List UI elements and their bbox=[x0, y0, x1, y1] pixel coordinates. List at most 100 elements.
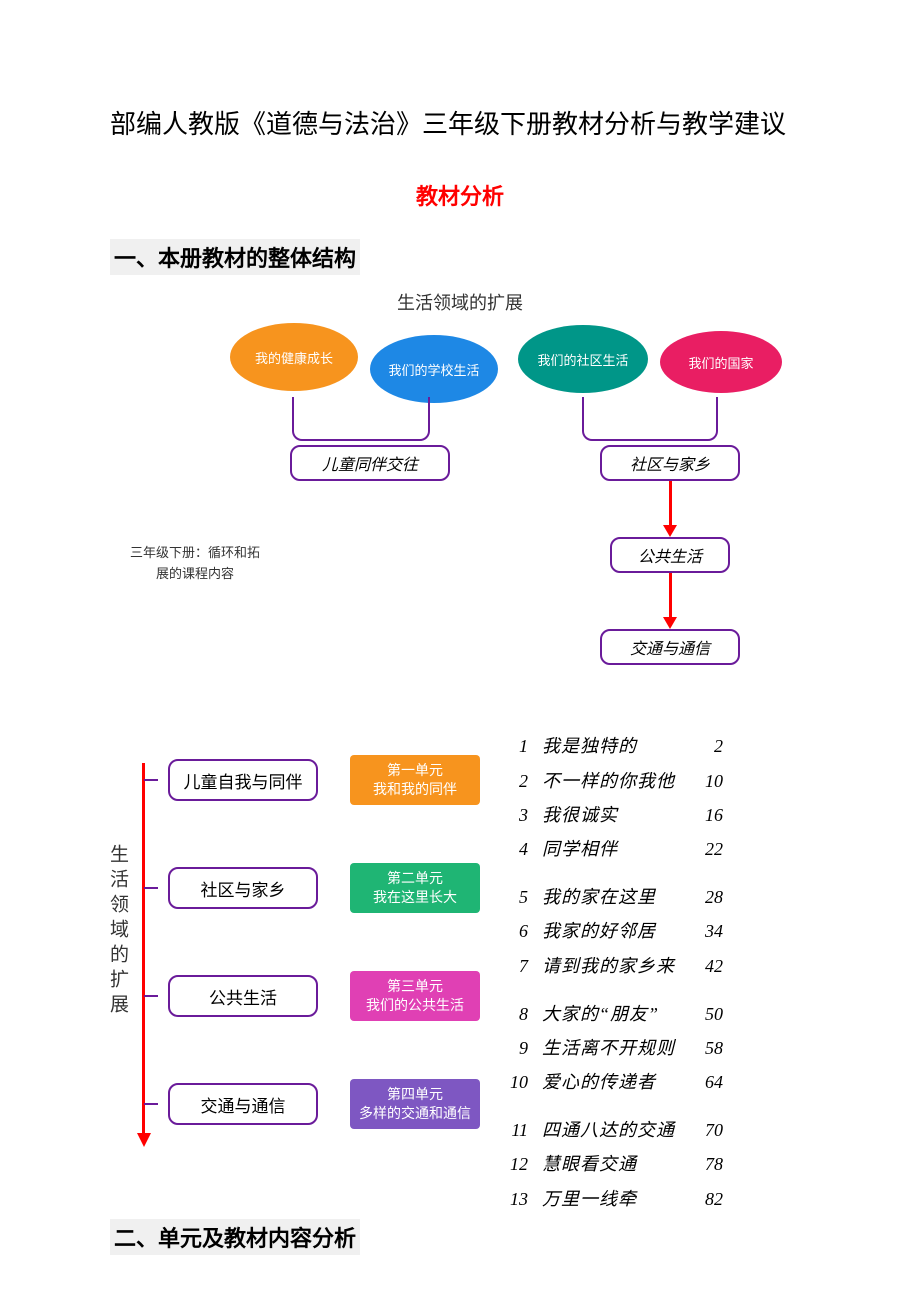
toc-row: 8大家的“朋友” 50 bbox=[508, 997, 723, 1031]
concept-pill: 社区与家乡 bbox=[600, 445, 740, 481]
vertical-label: 生活领域的扩展 bbox=[104, 844, 131, 1019]
toc-group: 5我的家在这里286我家的好邻居347请到我的家乡来42 bbox=[508, 880, 723, 983]
tick-connector bbox=[144, 995, 158, 997]
arrow-head-icon bbox=[663, 525, 677, 537]
toc-number: 1 bbox=[508, 729, 542, 763]
toc-title: 我的家在这里 bbox=[542, 880, 656, 914]
toc-number: 12 bbox=[508, 1147, 542, 1181]
tick-connector bbox=[144, 887, 158, 889]
toc-number: 10 bbox=[508, 1065, 542, 1099]
toc-title: 同学相伴 bbox=[542, 832, 618, 866]
domain-ellipse: 我们的国家 bbox=[660, 331, 782, 393]
toc-number: 11 bbox=[508, 1113, 542, 1147]
toc-page: 28 bbox=[675, 880, 723, 914]
toc-page: 10 bbox=[675, 764, 723, 798]
heading-structure: 一、本册教材的整体结构 bbox=[110, 239, 360, 275]
toc-row: 12慧眼看交通 78 bbox=[508, 1147, 723, 1181]
toc-group: 11四通八达的交通7012慧眼看交通7813万里一线牵82 bbox=[508, 1113, 723, 1216]
toc-title: 大家的“朋友” bbox=[542, 997, 659, 1031]
toc-page: 70 bbox=[675, 1113, 723, 1147]
toc-group: 8大家的“朋友”509生活离不开规则5810爱心的传递者64 bbox=[508, 997, 723, 1100]
toc-title: 请到我的家乡来 bbox=[542, 949, 675, 983]
toc-row: 3我很诚实 16 bbox=[508, 798, 723, 832]
unit-number: 第三单元 bbox=[387, 977, 443, 997]
toc-row: 2不一样的你我他10 bbox=[508, 764, 723, 798]
concept-pill: 儿童同伴交往 bbox=[290, 445, 450, 481]
theme-pill: 交通与通信 bbox=[168, 1083, 318, 1125]
toc-number: 13 bbox=[508, 1182, 542, 1216]
toc-title: 我家的好邻居 bbox=[542, 914, 656, 948]
unit-title: 我和我的同伴 bbox=[373, 780, 457, 800]
theme-pill: 社区与家乡 bbox=[168, 867, 318, 909]
connector-v bbox=[292, 397, 430, 441]
toc-row: 10爱心的传递者 64 bbox=[508, 1065, 723, 1099]
heading-unit-analysis: 二、单元及教材内容分析 bbox=[110, 1219, 360, 1255]
toc-title: 慧眼看交通 bbox=[542, 1147, 637, 1181]
toc-row: 7请到我的家乡来42 bbox=[508, 949, 723, 983]
toc-number: 5 bbox=[508, 880, 542, 914]
toc-title: 四通八达的交通 bbox=[542, 1113, 675, 1147]
toc-row: 5我的家在这里 28 bbox=[508, 880, 723, 914]
toc-page: 34 bbox=[675, 914, 723, 948]
toc-row: 13万里一线牵 82 bbox=[508, 1182, 723, 1216]
unit-box: 第三单元我们的公共生活 bbox=[350, 971, 480, 1021]
toc-title: 不一样的你我他 bbox=[542, 764, 675, 798]
table-of-contents: 1我是独特的22不一样的你我他103我很诚实164同学相伴225我的家在这里28… bbox=[508, 729, 723, 1229]
theme-pill: 儿童自我与同伴 bbox=[168, 759, 318, 801]
arrow-line bbox=[669, 573, 672, 617]
toc-page: 78 bbox=[675, 1147, 723, 1181]
unit-box: 第四单元多样的交通和通信 bbox=[350, 1079, 480, 1129]
arrow-head-icon bbox=[663, 617, 677, 629]
structure-diagram: 生活领域的扩展 我的健康成长我们的学校生活我们的社区生活我们的国家 儿童同伴交往… bbox=[120, 289, 800, 689]
toc-row: 6我家的好邻居 34 bbox=[508, 914, 723, 948]
units-diagram: 生活领域的扩展 儿童自我与同伴社区与家乡公共生活交通与通信 第一单元我和我的同伴… bbox=[110, 729, 810, 1189]
toc-number: 7 bbox=[508, 949, 542, 983]
domain-ellipse: 我的健康成长 bbox=[230, 323, 358, 391]
toc-page: 82 bbox=[675, 1182, 723, 1216]
toc-page: 22 bbox=[675, 832, 723, 866]
unit-number: 第一单元 bbox=[387, 761, 443, 781]
toc-page: 50 bbox=[675, 997, 723, 1031]
unit-number: 第四单元 bbox=[387, 1085, 443, 1105]
section-title: 教材分析 bbox=[110, 179, 810, 211]
arrow-line bbox=[669, 481, 672, 525]
tick-connector bbox=[144, 1103, 158, 1105]
toc-page: 2 bbox=[675, 729, 723, 763]
concept-pill: 公共生活 bbox=[610, 537, 730, 573]
toc-page: 64 bbox=[675, 1065, 723, 1099]
diagram1-side-text: 三年级下册：循环和拓展的课程内容 bbox=[110, 543, 280, 585]
toc-page: 58 bbox=[675, 1031, 723, 1065]
toc-row: 11四通八达的交通70 bbox=[508, 1113, 723, 1147]
toc-row: 4同学相伴 22 bbox=[508, 832, 723, 866]
toc-row: 9生活离不开规则58 bbox=[508, 1031, 723, 1065]
toc-row: 1我是独特的2 bbox=[508, 729, 723, 763]
vertical-arrow-line bbox=[142, 763, 145, 1133]
toc-group: 1我是独特的22不一样的你我他103我很诚实164同学相伴22 bbox=[508, 729, 723, 866]
toc-number: 8 bbox=[508, 997, 542, 1031]
toc-number: 2 bbox=[508, 764, 542, 798]
toc-title: 生活离不开规则 bbox=[542, 1031, 675, 1065]
theme-pill: 公共生活 bbox=[168, 975, 318, 1017]
concept-pill: 交通与通信 bbox=[600, 629, 740, 665]
connector-v bbox=[582, 397, 718, 441]
domain-ellipse: 我们的学校生活 bbox=[370, 335, 498, 403]
toc-page: 16 bbox=[675, 798, 723, 832]
toc-number: 9 bbox=[508, 1031, 542, 1065]
vertical-arrow-head-icon bbox=[137, 1133, 151, 1147]
unit-title: 我们的公共生活 bbox=[366, 996, 464, 1016]
diagram1-title: 生活领域的扩展 bbox=[397, 289, 523, 315]
unit-number: 第二单元 bbox=[387, 869, 443, 889]
document-title: 部编人教版《道德与法治》三年级下册教材分析与教学建议 bbox=[110, 100, 810, 149]
unit-title: 多样的交通和通信 bbox=[359, 1104, 471, 1124]
unit-box: 第二单元我在这里长大 bbox=[350, 863, 480, 913]
toc-title: 爱心的传递者 bbox=[542, 1065, 656, 1099]
toc-title: 我很诚实 bbox=[542, 798, 618, 832]
domain-ellipse: 我们的社区生活 bbox=[518, 325, 648, 393]
unit-title: 我在这里长大 bbox=[373, 888, 457, 908]
toc-page: 42 bbox=[675, 949, 723, 983]
toc-number: 3 bbox=[508, 798, 542, 832]
toc-number: 6 bbox=[508, 914, 542, 948]
toc-number: 4 bbox=[508, 832, 542, 866]
tick-connector bbox=[144, 779, 158, 781]
toc-title: 万里一线牵 bbox=[542, 1182, 637, 1216]
